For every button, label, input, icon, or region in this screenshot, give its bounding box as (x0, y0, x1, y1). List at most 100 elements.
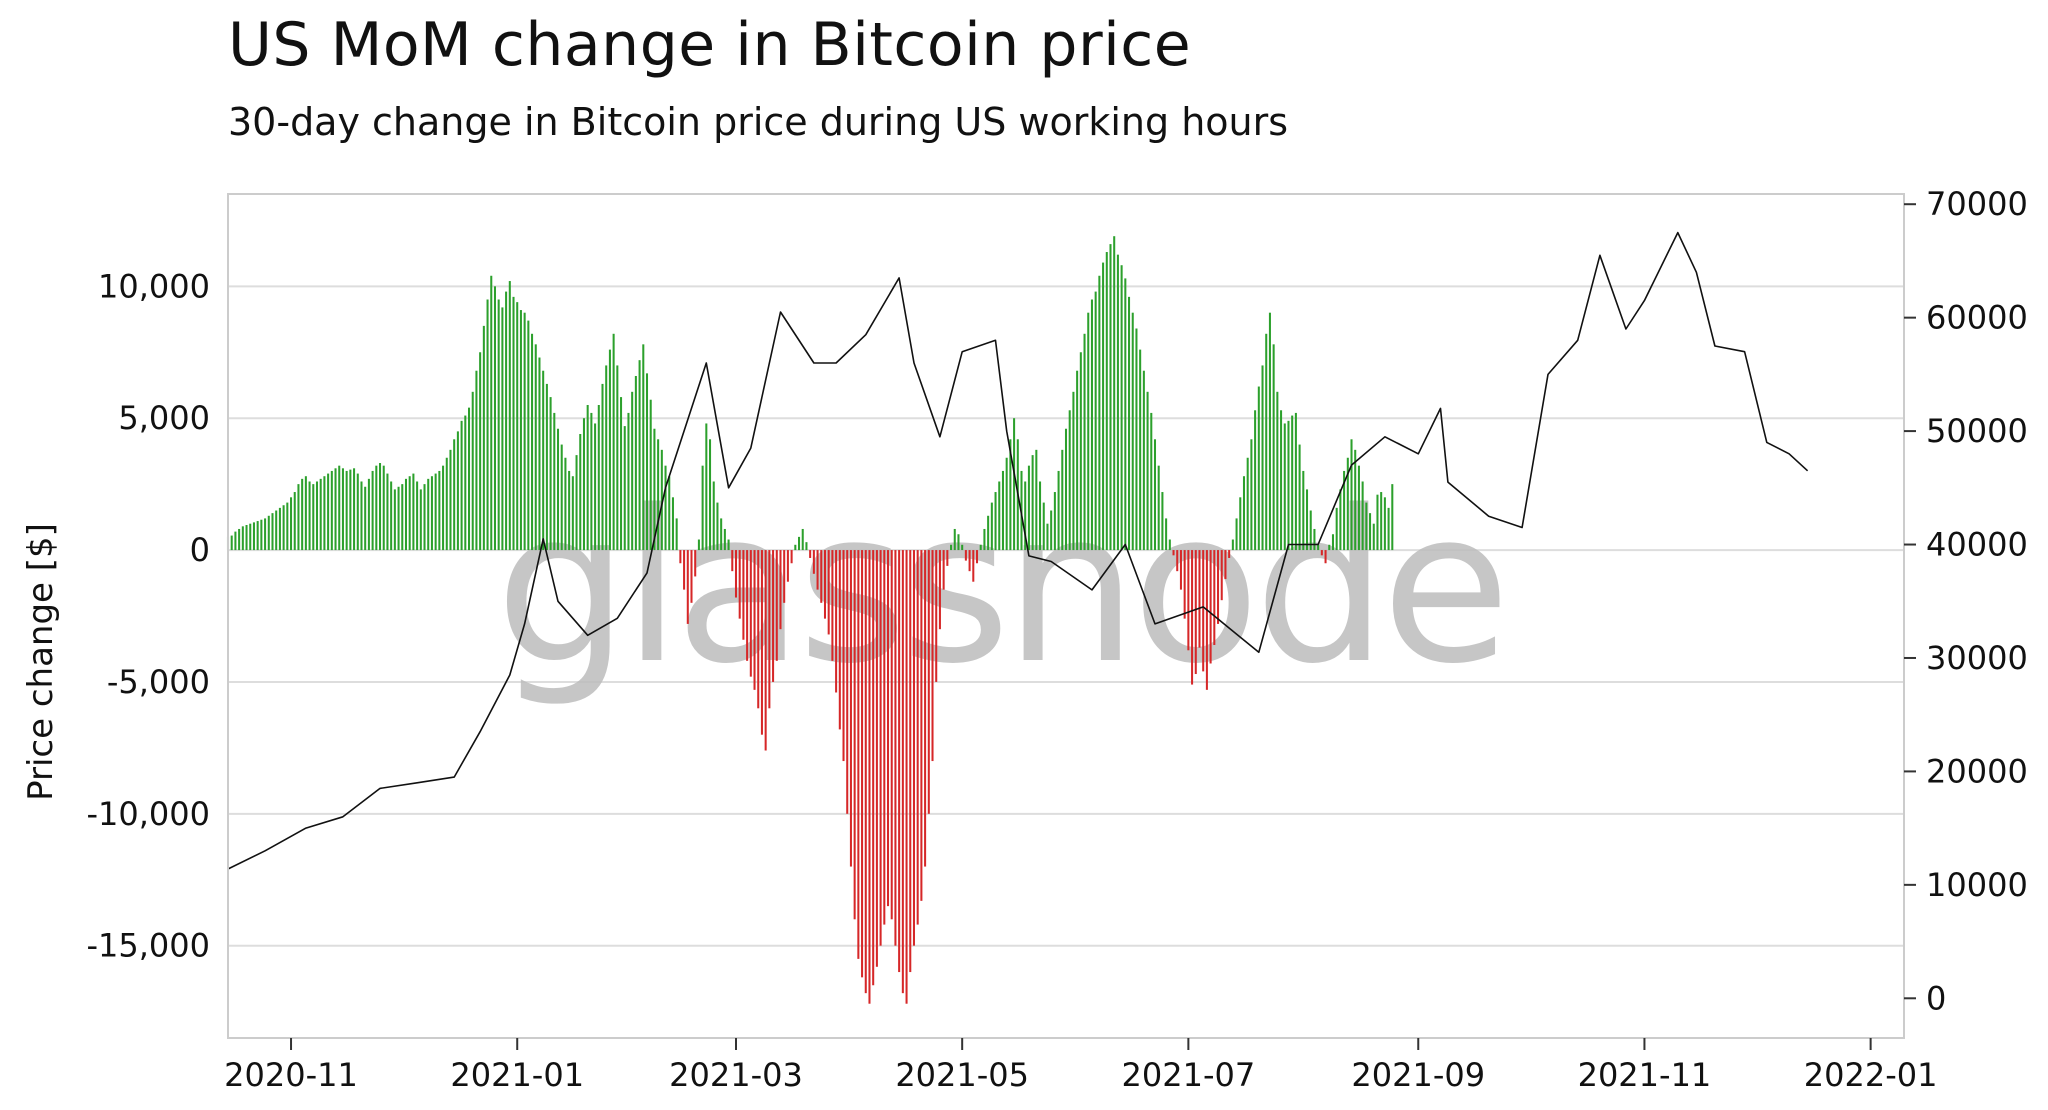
bar (642, 344, 645, 551)
price-line (227, 231, 1809, 870)
x-tick-label: 2022-01 (1804, 1056, 1938, 1094)
bar (805, 542, 808, 551)
bar (694, 550, 697, 577)
bar (794, 544, 797, 551)
bar (935, 550, 938, 682)
bar (1287, 420, 1290, 551)
bar (375, 465, 378, 551)
bar (516, 302, 519, 551)
bar (349, 469, 352, 551)
bar (456, 431, 459, 551)
bar (549, 397, 552, 551)
bar (731, 550, 734, 572)
bar (1302, 470, 1305, 551)
bar (1153, 439, 1157, 551)
bar (275, 510, 278, 551)
bar (308, 481, 311, 551)
bar (264, 518, 267, 551)
bar (1161, 492, 1164, 551)
bar (553, 412, 556, 551)
bar (1079, 352, 1082, 551)
bar (1224, 550, 1227, 580)
bar (1198, 550, 1201, 648)
bar (1176, 550, 1179, 572)
bar (315, 481, 319, 551)
bar (586, 405, 589, 551)
bar (278, 507, 281, 551)
bar (608, 349, 611, 551)
bar (720, 518, 723, 551)
bar (241, 526, 244, 551)
bar (479, 352, 482, 551)
y-tick-label: 0 (190, 531, 210, 569)
bar (312, 484, 315, 551)
bar (304, 476, 307, 551)
bar (464, 415, 467, 551)
bar-series (226, 236, 1394, 1004)
bar (979, 544, 982, 551)
bar (964, 550, 967, 561)
bar (1001, 470, 1004, 551)
bar (534, 344, 537, 551)
bar (772, 550, 775, 682)
bar (890, 550, 893, 920)
x-tick-label: 2021-09 (1351, 1056, 1485, 1094)
bar (1142, 370, 1145, 551)
bar (820, 550, 823, 603)
bar (701, 465, 704, 551)
bar (612, 333, 615, 551)
bar (953, 528, 956, 551)
bar (319, 478, 322, 551)
bar (690, 550, 693, 603)
y-right-tick-label: 20000 (1926, 752, 2028, 790)
bar (809, 550, 812, 558)
bar (938, 550, 941, 630)
bar (1205, 550, 1208, 690)
bar (1320, 550, 1323, 556)
bar (523, 312, 526, 551)
bar (653, 428, 656, 551)
bar (1098, 275, 1101, 551)
bar (1250, 439, 1253, 551)
bar (920, 550, 923, 901)
bar (868, 550, 871, 1004)
bar (1027, 465, 1030, 551)
bar (779, 550, 782, 630)
bar (594, 423, 597, 551)
bar (297, 484, 300, 551)
bar (638, 360, 641, 551)
chart-subtitle: 30-day change in Bitcoin price during US… (228, 100, 1289, 144)
bar (879, 550, 882, 946)
bar (686, 550, 689, 624)
bar (364, 486, 367, 551)
bar (835, 550, 838, 693)
bar (1391, 484, 1394, 551)
bar (556, 428, 560, 551)
bar (1064, 428, 1068, 551)
bar (1024, 481, 1027, 551)
bar (1102, 262, 1105, 551)
bar (983, 528, 986, 551)
bar (1168, 539, 1171, 551)
bar (664, 465, 667, 551)
bar (353, 468, 356, 551)
bar (968, 550, 971, 572)
chart-title: US MoM change in Bitcoin price (228, 10, 1192, 80)
bar (998, 481, 1001, 551)
bar (786, 550, 789, 582)
bar (1228, 550, 1231, 558)
bar (230, 535, 233, 551)
bar (1053, 492, 1056, 551)
bar (1220, 550, 1223, 601)
bar (367, 478, 370, 551)
bar (1324, 550, 1327, 564)
bar (404, 478, 408, 551)
bar (1005, 457, 1008, 551)
bar (671, 497, 674, 551)
bar (323, 476, 326, 551)
bar (1146, 391, 1149, 551)
bar (1183, 550, 1186, 619)
bar (1231, 539, 1234, 551)
bar (423, 484, 426, 551)
y-right-tick-label: 60000 (1926, 299, 2028, 337)
